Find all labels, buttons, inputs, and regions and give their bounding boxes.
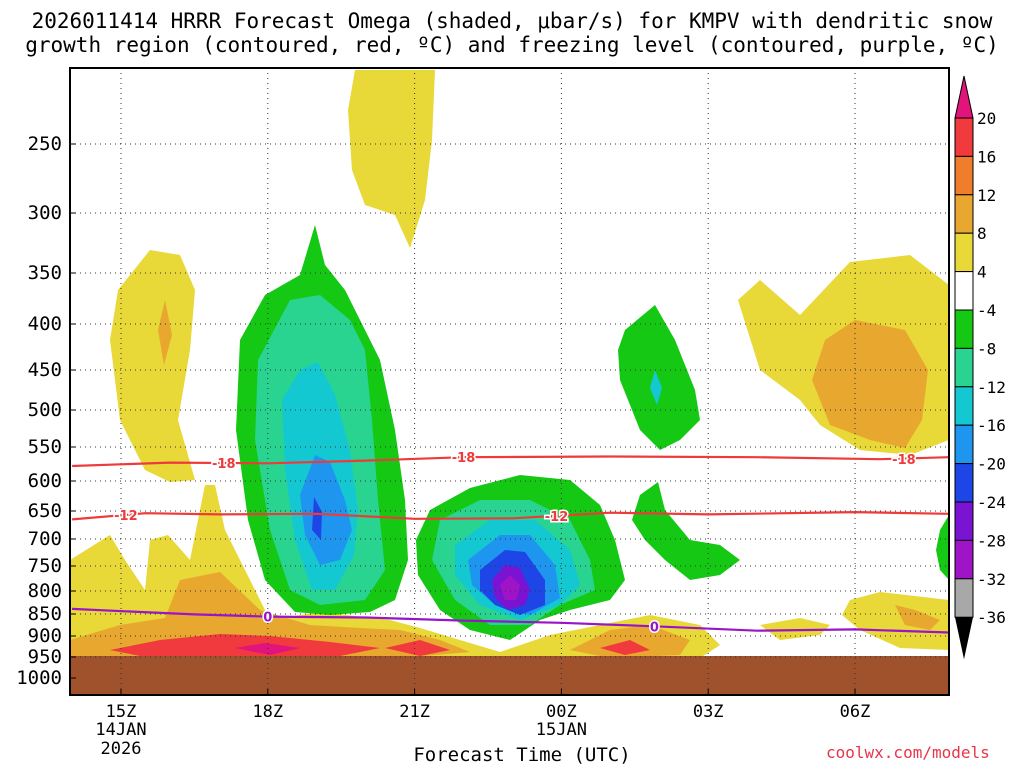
contour-line [72,455,950,468]
x-tick-date: 15JAN [536,720,587,740]
omega-region [300,455,352,565]
colorbar-label: -32 [977,570,1006,589]
x-tick-label: 03Z [693,702,724,722]
y-tick-label: 450 [28,359,62,381]
colorbar-swatch [954,309,974,349]
colorbar-swatch [954,539,974,580]
x-tick-year: 2026 [101,739,142,759]
omega-region [812,320,928,448]
y-tick-label: 300 [28,202,62,224]
omega-region [632,482,740,580]
y-axis: 2503003504004505005506006507007508008509… [16,133,76,689]
omega-region [110,634,380,658]
x-tick-date: 14JAN [95,720,146,740]
y-tick-label: 250 [28,133,62,155]
contour-line [72,510,950,521]
y-tick-label: 800 [28,580,62,602]
contour-label: -12 [114,509,138,524]
x-tick-label: 00Z [546,702,577,722]
omega-shading [70,70,949,660]
colorbar-label: 8 [977,224,987,243]
contour-label: -18 [212,457,236,472]
colorbar-swatch [954,424,974,465]
colorbar-swatch [954,271,974,311]
omega-region [842,592,949,650]
x-tick-label: 18Z [252,702,283,722]
x-tick-label: 06Z [840,702,871,722]
colorbar-swatch [954,578,974,618]
omega-region [500,575,520,600]
y-tick-label: 950 [28,646,62,668]
chart-title-line1: 2026011414 HRRR Forecast Omega (shaded, … [31,9,993,33]
omega-region [600,640,650,655]
contour-line [72,607,950,634]
y-tick-label: 400 [28,313,62,335]
terrain [70,656,949,695]
y-tick-label: 600 [28,470,62,492]
chart-title-line2: growth region (contoured, red, ºC) and f… [25,33,999,57]
colorbar-swatch [954,347,974,388]
colorbar-label: -20 [977,455,1006,474]
y-tick-label: 850 [28,603,62,625]
colorbar-swatch [954,386,974,426]
omega-region [312,497,322,540]
omega-region [618,305,700,450]
y-tick-label: 1000 [16,667,62,689]
contour-label: 0 [263,611,272,626]
colorbar-label: 20 [977,109,996,128]
contour-label: -18 [892,453,916,468]
colorbar-swatch [954,194,974,234]
omega-region [936,515,949,580]
x-axis-title: Forecast Time (UTC) [413,744,631,766]
colorbar-label: -28 [977,531,1006,550]
omega-region [760,618,830,640]
colorbar-label: -8 [977,339,996,358]
colorbar-label: 4 [977,263,987,282]
colorbar: 20 16 12 8 4 -4 -8 -12 -16 -20 -24 -28 -32 -36 [954,75,1006,660]
x-tick-label: 21Z [399,702,430,722]
colorbar-label: 12 [977,186,996,205]
y-tick-label: 750 [28,555,62,577]
y-tick-label: 550 [28,436,62,458]
colorbar-arrow-bottom [955,617,973,660]
colorbar-swatch [954,501,974,541]
contour-label: -18 [452,451,476,466]
colorbar-label: -12 [977,378,1006,397]
colorbar-swatch [954,117,974,157]
colorbar-label: 16 [977,147,996,166]
x-tick-label: 15Z [106,702,137,722]
colorbar-label: -16 [977,416,1006,435]
omega-region [895,605,940,630]
colorbar-label: -4 [977,301,996,320]
colorbar-swatch [954,155,974,196]
omega-region [110,250,195,482]
contour-label: 0 [650,620,659,635]
y-tick-label: 500 [28,399,62,421]
credit-link[interactable]: coolwx.com/models [826,743,990,762]
colorbar-swatch [954,463,974,503]
omega-region [348,70,435,248]
y-tick-label: 350 [28,262,62,284]
y-tick-label: 700 [28,528,62,550]
colorbar-arrow-top [954,75,974,119]
y-tick-label: 900 [28,625,62,647]
contours: -18 -18 -18 -12 -12 0 0 [72,450,950,637]
colorbar-label: -36 [977,608,1006,627]
omega-region [385,640,450,656]
colorbar-swatch [954,232,974,273]
contour-label: -12 [545,510,569,525]
colorbar-label: -24 [977,493,1006,512]
omega-region [158,300,172,365]
y-tick-label: 650 [28,500,62,522]
omega-region [650,370,662,405]
plot-frame [69,67,950,696]
